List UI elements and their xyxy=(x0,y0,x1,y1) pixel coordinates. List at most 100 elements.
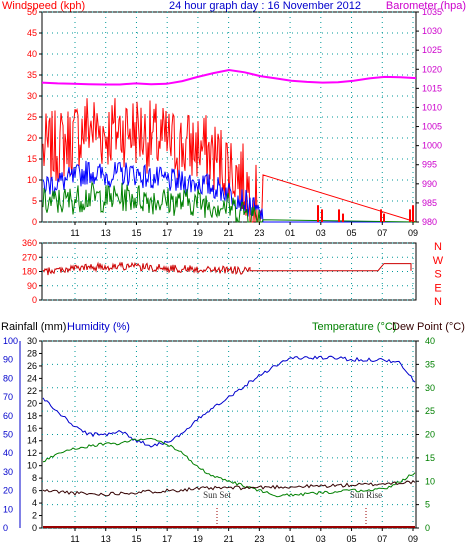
panel2-tick-label: 90 xyxy=(27,281,37,291)
panel1-right-tick-label: 1015 xyxy=(422,83,442,93)
barometer-header-label: Barometer (hpa) xyxy=(386,0,466,12)
panel1-series xyxy=(41,68,417,223)
panel3-x-tick-label: 11 xyxy=(70,534,79,544)
panel1-left-tick-label: 0 xyxy=(32,217,37,227)
panel3-x-tick-label: 23 xyxy=(254,534,264,544)
humidity-tick-label: 90 xyxy=(3,355,13,365)
panel1-time-axis: 11 13 15 17 19 21 23 01 03 05 07 09 xyxy=(70,222,418,238)
panel1-left-tick-label: 50 xyxy=(27,7,37,17)
humidity-tick-label: 40 xyxy=(3,448,13,458)
temperature-tick-label: 40 xyxy=(425,336,435,346)
rainfall-tick-label: 8 xyxy=(32,473,37,483)
panel1-right-tick-label: 990 xyxy=(422,179,437,189)
panel1-right-tick-label: 1030 xyxy=(422,26,442,36)
rainfall-tick-label: 10 xyxy=(27,461,37,471)
panel1-left-tick-label: 40 xyxy=(27,49,37,59)
panel1-left-tick-label: 5 xyxy=(32,196,37,206)
wind-direction-line xyxy=(42,261,412,276)
panel3-x-tick-label: 03 xyxy=(316,534,326,544)
rainfall-tick-label: 0 xyxy=(32,523,37,533)
rainfall-tick-label: 6 xyxy=(32,486,37,496)
panel3-x-tick-label: 17 xyxy=(162,534,172,544)
humidity-line xyxy=(42,355,416,448)
panel1-x-tick-label: 11 xyxy=(70,228,79,238)
temperature-tick-label: 35 xyxy=(425,359,435,369)
panel3-time-axis: 11 13 15 17 19 21 23 01 03 05 07 09 xyxy=(70,528,418,544)
panel3-series xyxy=(42,355,416,528)
humidity-tick-label: 30 xyxy=(3,467,13,477)
temperature-tick-label: 5 xyxy=(425,500,430,510)
panel2-tick-label: 270 xyxy=(22,252,37,262)
temperature-tick-label: 15 xyxy=(425,453,435,463)
panel1-x-tick-label: 09 xyxy=(408,228,418,238)
temperature-tick-label: 0 xyxy=(425,523,430,533)
rainfall-tick-label: 2 xyxy=(32,511,37,521)
panel2-tick-label: 360 xyxy=(22,238,37,248)
rainfall-tick-label: 18 xyxy=(27,411,37,421)
humidity-tick-label: 20 xyxy=(3,486,13,496)
temperature-tick-label: 20 xyxy=(425,430,435,440)
temperature-tick-label: 10 xyxy=(425,476,435,486)
panel1-x-tick-label: 23 xyxy=(254,228,264,238)
compass-label: N xyxy=(434,241,442,253)
panel1-left-tick-label: 10 xyxy=(27,175,37,185)
humidity-tick-label: 50 xyxy=(3,430,13,440)
panel3-x-tick-label: 21 xyxy=(224,534,234,544)
rainfall-tick-label: 28 xyxy=(27,348,37,358)
panel3-x-tick-label: 15 xyxy=(131,534,141,544)
panel1-barometer-axis: 980 985 990 995 1000 1005 1010 1015 1020 1025 1030… xyxy=(416,7,442,227)
panel1-right-tick-label: 1010 xyxy=(422,102,442,112)
rainfall-tick-label: 26 xyxy=(27,361,37,371)
compass-label: W xyxy=(433,255,444,267)
panel1-right-tick-label: 1005 xyxy=(422,122,442,132)
humidity-tick-label: 0 xyxy=(3,523,8,533)
panel1-x-tick-label: 15 xyxy=(131,228,141,238)
compass-label: N xyxy=(434,296,442,308)
barometer-line xyxy=(41,68,417,86)
humidity-tick-label: 60 xyxy=(3,411,13,421)
humidity-tick-label: 80 xyxy=(3,373,13,383)
panel3-x-tick-label: 13 xyxy=(101,534,111,544)
temperature-tick-label: 25 xyxy=(425,406,435,416)
panel1-x-tick-label: 07 xyxy=(377,228,387,238)
panel1-left-tick-label: 25 xyxy=(27,112,37,122)
panel1-right-tick-label: 980 xyxy=(422,217,437,227)
panel3-x-tick-label: 09 xyxy=(408,534,418,544)
humidity-tick-label: 10 xyxy=(3,504,13,514)
humidity-label: Humidity (%) xyxy=(67,321,130,333)
rainfall-label: Rainfall (mm) xyxy=(1,321,66,333)
rainfall-tick-label: 30 xyxy=(27,336,37,346)
panel1-x-tick-label: 21 xyxy=(224,228,234,238)
panel3-x-tick-label: 07 xyxy=(377,534,387,544)
panel1-x-tick-label: 13 xyxy=(101,228,111,238)
panel2-tick-label: 0 xyxy=(32,295,37,305)
rainfall-tick-label: 20 xyxy=(27,398,37,408)
rainfall-tick-label: 12 xyxy=(27,448,37,458)
panel1-right-tick-label: 1035 xyxy=(422,7,442,17)
temperature-label: Temperature (°C) xyxy=(312,321,396,333)
panel2-series xyxy=(42,261,412,276)
humidity-tick-label: 100 xyxy=(3,336,18,346)
panel1-right-tick-label: 1020 xyxy=(422,64,442,74)
panel3-humidity-axis: 0 10 20 30 40 50 60 70 80 90 100 xyxy=(3,336,21,533)
dewpoint-line xyxy=(42,479,416,497)
panel1-left-tick-label: 20 xyxy=(27,133,37,143)
panel1-right-tick-label: 1000 xyxy=(422,141,442,151)
compass-label: E xyxy=(434,282,441,294)
panel1-left-tick-label: 45 xyxy=(27,28,37,38)
panel2-direction-axis: 0 90 180 270 360 xyxy=(22,238,42,305)
panel1-x-tick-label: 17 xyxy=(162,228,172,238)
rainfall-tick-label: 16 xyxy=(27,423,37,433)
panel2-tick-label: 180 xyxy=(22,267,37,277)
panel2-frame xyxy=(41,242,417,301)
panel1-x-tick-label: 19 xyxy=(193,228,203,238)
rainfall-tick-label: 22 xyxy=(27,386,37,396)
panel1-x-tick-label: 01 xyxy=(285,228,295,238)
panel1-left-tick-label: 30 xyxy=(27,91,37,101)
panel3-x-tick-label: 19 xyxy=(193,534,203,544)
sunset-annotation: Sun Set xyxy=(203,490,231,500)
